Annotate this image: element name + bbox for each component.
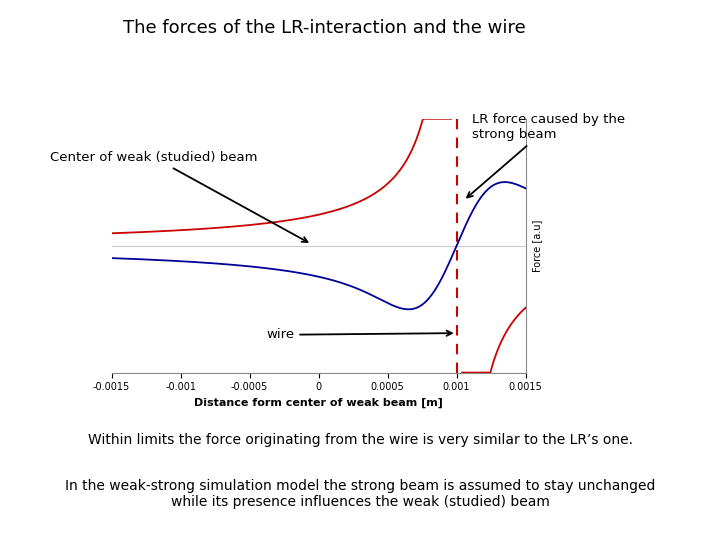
Text: LR force caused by the
strong beam: LR force caused by the strong beam (467, 113, 625, 198)
Text: In the weak-strong simulation model the strong beam is assumed to stay unchanged: In the weak-strong simulation model the … (65, 479, 655, 509)
Text: The forces of the LR-interaction and the wire: The forces of the LR-interaction and the… (122, 19, 526, 37)
Text: Within limits the force originating from the wire is very similar to the LR’s on: Within limits the force originating from… (88, 433, 632, 447)
Text: wire: wire (266, 328, 452, 341)
X-axis label: Distance form center of weak beam [m]: Distance form center of weak beam [m] (194, 398, 443, 408)
Y-axis label: Force [a.u]: Force [a.u] (533, 220, 543, 272)
Text: Center of weak (studied) beam: Center of weak (studied) beam (50, 151, 307, 242)
